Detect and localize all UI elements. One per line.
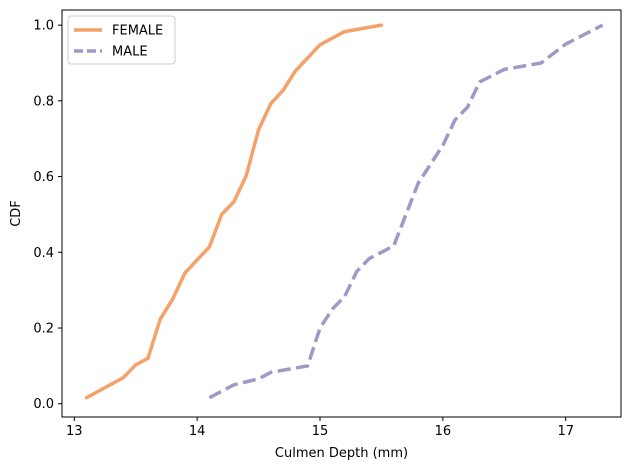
series-line-female bbox=[84, 23, 384, 400]
x-tick-label: 16 bbox=[435, 424, 452, 439]
y-tick-label: 0.8 bbox=[33, 94, 54, 109]
legend-label-female: FEMALE bbox=[112, 24, 163, 39]
y-axis-label: CDF bbox=[9, 200, 24, 227]
y-tick-label: 0.6 bbox=[33, 170, 54, 185]
x-tick-label: 17 bbox=[557, 424, 574, 439]
y-tick-label: 1.0 bbox=[33, 19, 54, 34]
x-axis-ticks: 13 14 15 16 17 bbox=[66, 417, 574, 439]
y-tick-label: 0.2 bbox=[33, 322, 54, 337]
y-tick-label: 0.4 bbox=[33, 246, 54, 261]
x-axis-label: Culmen Depth (mm) bbox=[275, 446, 408, 461]
series-line-male bbox=[208, 23, 604, 400]
axes-frame bbox=[61, 9, 622, 418]
y-tick-label: 0.0 bbox=[33, 397, 54, 412]
plot-lines bbox=[84, 23, 604, 400]
y-axis-ticks: 0.0 0.2 0.4 0.6 0.8 1.0 bbox=[33, 19, 62, 412]
x-tick-label: 14 bbox=[189, 424, 206, 439]
x-tick-label: 13 bbox=[66, 424, 83, 439]
legend: FEMALE MALE bbox=[67, 15, 176, 65]
legend-label-male: MALE bbox=[112, 45, 148, 60]
x-tick-label: 15 bbox=[312, 424, 329, 439]
